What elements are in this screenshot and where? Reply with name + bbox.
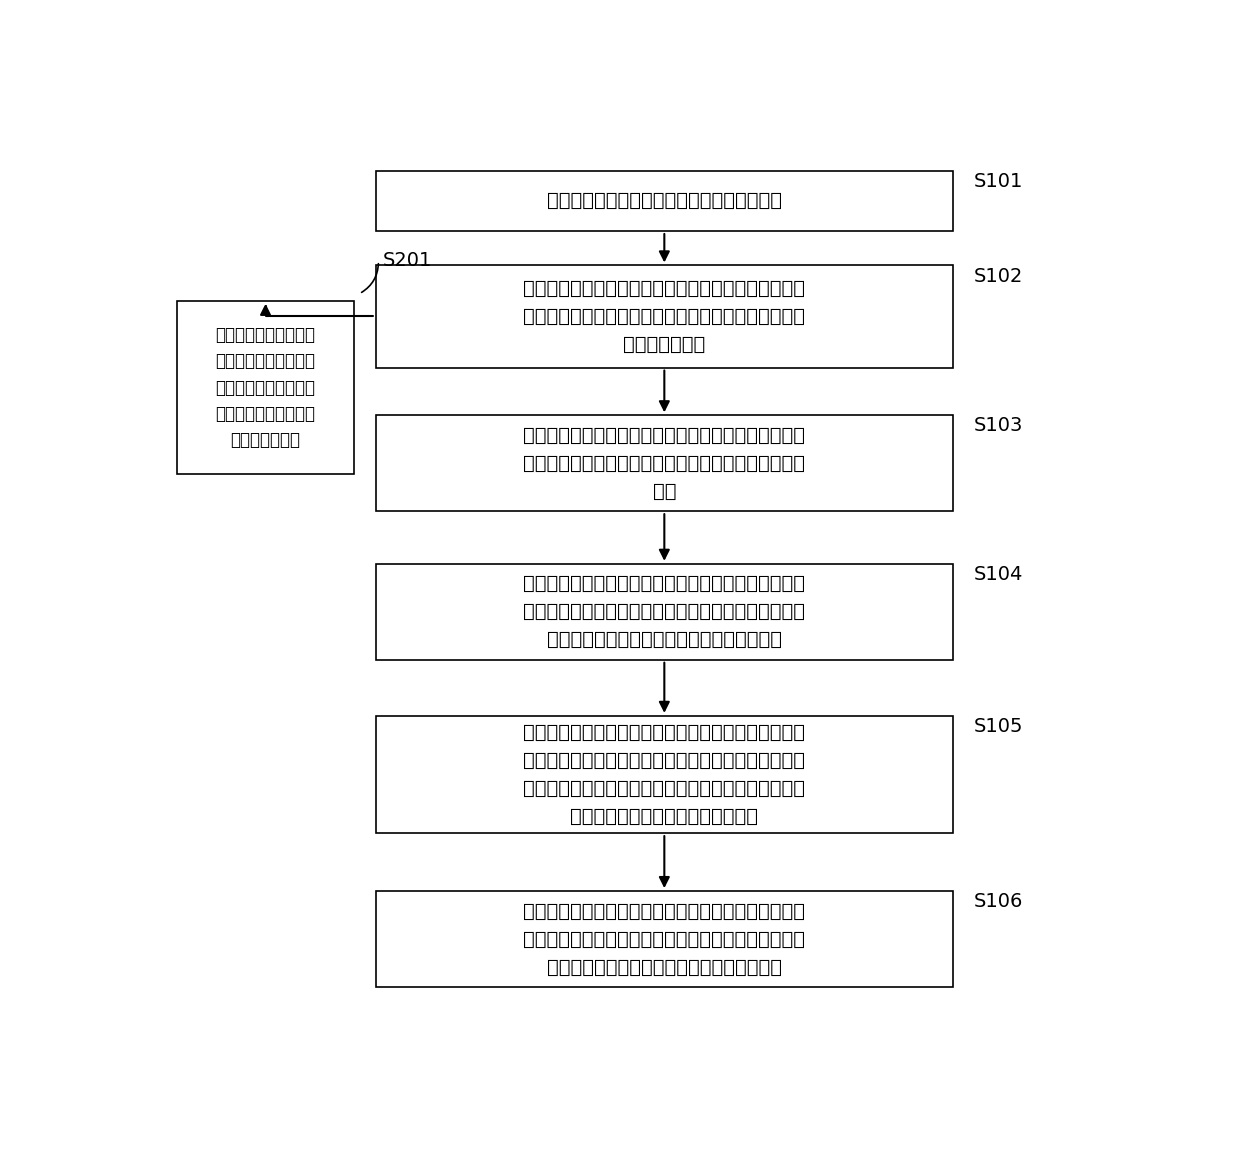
Text: 根据当前车辆运行参数计算优先电机需求功率，取优先
电机最大允许输出功率和优先电机需求功率中最小的值
作为优先电机需求输出功率并发送至优先电机: 根据当前车辆运行参数计算优先电机需求功率，取优先 电机最大允许输出功率和优先电机… <box>523 574 805 649</box>
Text: 获取优先电机根据优先电机需求输出功率生成的优先电
机实际输出功率，根据升压装置当前最大允许输出功率
、限制电机当前最大允许输出功率和优先电机实际输出
功率计算限: 获取优先电机根据优先电机需求输出功率生成的优先电 机实际输出功率，根据升压装置当… <box>523 723 805 826</box>
Text: S106: S106 <box>973 892 1023 911</box>
Text: S101: S101 <box>973 172 1023 191</box>
Text: 根据当前车辆运行参数计算限制电机需求功率，取限制
电机最大允许输出功率和限制电机需求功率中最小的值
作为限制电机需求输出功率并发送至限制电机: 根据当前车辆运行参数计算限制电机需求功率，取限制 电机最大允许输出功率和限制电机… <box>523 902 805 976</box>
Text: S105: S105 <box>973 717 1023 736</box>
Text: S201: S201 <box>383 252 433 270</box>
Text: S104: S104 <box>973 565 1023 584</box>
Text: 根据当前车辆运行参数生成相应的标志位信号: 根据当前车辆运行参数生成相应的标志位信号 <box>547 192 782 210</box>
Text: S103: S103 <box>973 416 1023 435</box>
Text: 当标志位信号为优先标志位信号时，获取并根据优先标
志位选取发电机和驱动电机中一个作为优先电机，另一
个作为限制电机: 当标志位信号为优先标志位信号时，获取并根据优先标 志位选取发电机和驱动电机中一个… <box>523 280 805 353</box>
FancyBboxPatch shape <box>176 301 355 475</box>
FancyBboxPatch shape <box>376 266 952 367</box>
FancyBboxPatch shape <box>376 171 952 231</box>
FancyBboxPatch shape <box>376 716 952 833</box>
Text: 当标志位信号为无优先
标志位信号时，获取驱
动电机当前最大允许输
出功率和发电机当前最
大允许输出功率: 当标志位信号为无优先 标志位信号时，获取驱 动电机当前最大允许输 出功率和发电机… <box>216 326 315 449</box>
Text: S102: S102 <box>973 267 1023 285</box>
FancyBboxPatch shape <box>376 891 952 988</box>
FancyBboxPatch shape <box>376 564 952 660</box>
FancyBboxPatch shape <box>376 415 952 512</box>
Text: 选取升压装置当前最大允许输出功率和优先电机当前最
大允许输出功率中最小的值作为优先电机最大允许输出
功率: 选取升压装置当前最大允许输出功率和优先电机当前最 大允许输出功率中最小的值作为优… <box>523 426 805 501</box>
